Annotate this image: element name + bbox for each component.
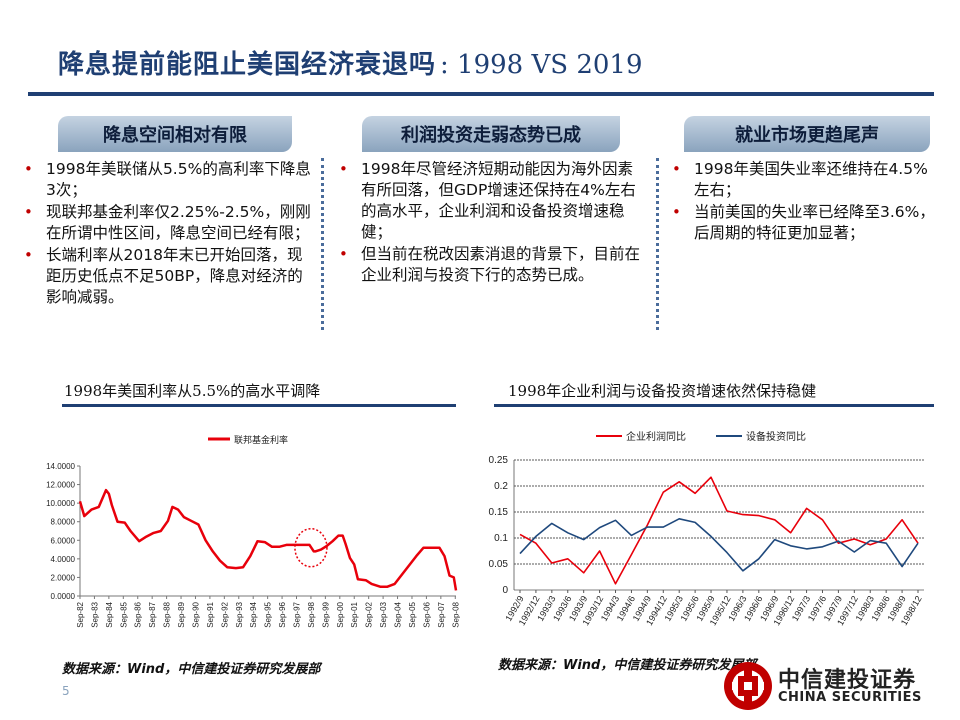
y-tick-label: 2.0000 — [51, 573, 76, 582]
series-line-investment — [519, 518, 919, 572]
x-tick-label: Sep-91 — [206, 601, 215, 627]
x-tick-label: Sep-03 — [379, 601, 388, 627]
bullet-item: 当前美国的失业率已经降至3.6%，后周期的特征更加显著； — [668, 202, 940, 244]
column-employment: 1998年美国失业率还维持在4.5%左右； 当前美国的失业率已经降至3.6%，后… — [668, 159, 940, 245]
y-tick-label: 0.0000 — [51, 592, 76, 601]
x-tick-label: Sep-06 — [422, 601, 431, 627]
y-tick-label: 0.2 — [494, 481, 508, 492]
badge-employment: 就业市场更趋尾声 — [684, 116, 930, 152]
x-tick-label: Sep-05 — [408, 601, 417, 627]
left-chart-rule — [62, 404, 456, 407]
x-tick-label: Sep-02 — [365, 601, 374, 627]
badge-rate-space: 降息空间相对有限 — [58, 116, 292, 152]
x-tick-label: Sep-99 — [321, 601, 330, 627]
title-rule — [28, 92, 934, 96]
y-tick-label: 0.1 — [494, 533, 508, 544]
x-tick-label: Sep-87 — [148, 601, 157, 627]
x-tick-label: Sep-07 — [437, 601, 446, 627]
x-tick-label: Sep-92 — [220, 601, 229, 627]
x-tick-label: Sep-88 — [163, 601, 172, 627]
x-tick-label: Sep-00 — [336, 601, 345, 627]
legend-label-profit: 企业利润同比 — [626, 430, 686, 443]
right-chart-title: 1998年企业利润与设备投资增速依然保持稳健 — [508, 382, 817, 400]
y-tick-label: 6.0000 — [51, 536, 76, 545]
series-line-fed-funds — [78, 488, 458, 591]
logo-text-cn: 中信建投证券 — [778, 668, 917, 693]
right-chart: 企业利润同比 设备投资同比0.250.20.150.10.0501992/9199… — [489, 430, 924, 627]
logo-text-en: CHINA SECURITIES — [778, 690, 922, 705]
page-title-cn: 降息提前能阻止美国经济衰退吗 — [58, 50, 437, 80]
left-chart-title: 1998年美国利率从5.5%的高水平调降 — [64, 382, 321, 400]
badge-profit-investment: 利润投资走弱态势已成 — [362, 116, 620, 152]
citic-logo-icon — [724, 662, 772, 710]
y-tick-label: 0.15 — [489, 507, 509, 518]
x-tick-label: Sep-98 — [307, 601, 316, 627]
column-profit-investment: 1998年尽管经济短期动能因为海外因素有所回落，但GDP增速还保持在4%左右的高… — [335, 159, 641, 287]
column-divider — [656, 158, 659, 330]
bullet-item: 1998年尽管经济短期动能因为海外因素有所回落，但GDP增速还保持在4%左右的高… — [335, 159, 641, 243]
y-tick-label: 0 — [502, 585, 508, 596]
x-tick-label: Sep-90 — [191, 601, 200, 627]
x-tick-label: Sep-89 — [177, 601, 186, 627]
x-tick-label: Sep-04 — [394, 601, 403, 627]
page-number: 5 — [62, 684, 70, 698]
x-tick-label: Sep-93 — [235, 601, 244, 627]
x-tick-label: Sep-08 — [451, 601, 460, 627]
bullet-item: 现联邦基金利率仅2.25%-2.5%，刚刚在所谓中性区间，降息空间已经有限； — [20, 202, 312, 244]
y-tick-label: 12.0000 — [46, 481, 75, 490]
column-divider — [321, 158, 324, 330]
x-tick-label: Sep-95 — [264, 601, 273, 627]
y-tick-label: 0.25 — [489, 455, 509, 466]
x-tick-label: Sep-84 — [105, 601, 114, 627]
right-chart-rule — [494, 404, 934, 407]
x-tick-label: Sep-86 — [134, 601, 143, 627]
legend-label-investment: 设备投资同比 — [746, 430, 806, 443]
x-tick-label: Sep-01 — [350, 601, 359, 627]
bullet-item: 1998年美国失业率还维持在4.5%左右； — [668, 159, 940, 201]
series-line-profit — [519, 476, 919, 585]
bullet-item: 1998年美联储从5.5%的高利率下降息3次； — [20, 159, 312, 201]
x-tick-label: Sep-97 — [293, 601, 302, 627]
legend-label-fed-funds: 联邦基金利率 — [234, 434, 288, 445]
x-tick-label: Sep-96 — [278, 601, 287, 627]
page-title: 降息提前能阻止美国经济衰退吗: 1998 VS 2019 — [58, 44, 643, 81]
x-tick-label: Sep-82 — [76, 601, 85, 627]
y-tick-label: 0.05 — [489, 559, 509, 570]
left-chart-source: 数据来源：Wind，中信建投证券研究发展部 — [62, 662, 321, 677]
x-tick-label: Sep-94 — [249, 601, 258, 627]
bullet-item: 长端利率从2018年末已开始回落，现距历史低点不足50BP，降息对经济的影响减弱… — [20, 245, 312, 308]
right-chart-source: 数据来源：Wind，中信建投证券研究发展部 — [498, 658, 757, 673]
y-tick-label: 8.0000 — [51, 518, 76, 527]
x-tick-label: Sep-83 — [90, 601, 99, 627]
bullet-item: 但当前在税改因素消退的背景下，目前在企业利润与投资下行的态势已成。 — [335, 244, 641, 286]
column-rate-space: 1998年美联储从5.5%的高利率下降息3次； 现联邦基金利率仅2.25%-2.… — [20, 159, 312, 309]
annotation-circle-1998 — [294, 527, 328, 568]
y-tick-label: 10.0000 — [46, 499, 75, 508]
page-title-en: : 1998 VS 2019 — [440, 50, 643, 80]
y-tick-label: 4.0000 — [51, 555, 76, 564]
y-tick-label: 14.0000 — [46, 462, 75, 471]
left-chart: 联邦基金利率 14.0000 12.0000 10.0000 8.0000 6.0000 4… — [46, 434, 460, 628]
x-tick-label: Sep-85 — [119, 601, 128, 627]
